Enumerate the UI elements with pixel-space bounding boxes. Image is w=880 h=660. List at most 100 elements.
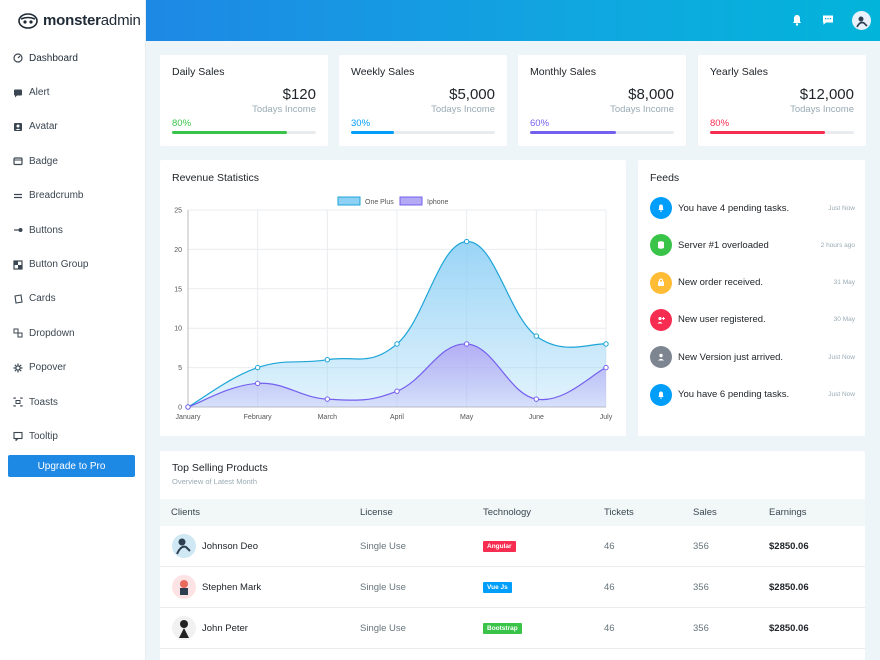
sidebar-item-alert[interactable]: Alert <box>0 75 145 109</box>
data-point <box>254 364 261 371</box>
y-tick-label: 10 <box>174 326 182 333</box>
feed-text: You have 6 pending tasks. <box>678 389 790 400</box>
sales-card-monthly-sales: Monthly Sales $8,000 Todays Income 60% <box>518 55 686 146</box>
legend-swatch <box>337 196 361 206</box>
breadcrumb-icon <box>13 191 23 201</box>
sidebar-item-dropdown[interactable]: Dropdown <box>0 316 145 350</box>
license: Single Use <box>360 541 406 552</box>
sidebar-item-label: Badge <box>29 155 58 167</box>
table-row[interactable]: John Peter Single Use Bootstrap 46 356 $… <box>160 608 865 649</box>
feed-item[interactable]: New order received. 31 May <box>650 271 855 294</box>
revenue-title: Revenue Statistics <box>172 172 259 184</box>
data-point <box>254 380 261 387</box>
logo-icon <box>18 12 38 29</box>
sidebar-item-dashboard[interactable]: Dashboard <box>0 41 145 75</box>
progress-fill <box>710 131 826 134</box>
products-subtitle: Overview of Latest Month <box>172 477 258 486</box>
sidebar-item-button-group[interactable]: Button Group <box>0 247 145 281</box>
data-point <box>394 341 400 347</box>
sidebar-item-label: Dropdown <box>29 327 75 339</box>
legend-label: One Plus <box>365 199 394 206</box>
sidebar-item-label: Buttons <box>29 224 63 236</box>
feed-item[interactable]: Server #1 overloaded 2 hours ago <box>650 234 855 257</box>
message-icon[interactable] <box>820 12 836 28</box>
client-name: Johnson Deo <box>202 541 258 552</box>
sidebar-item-avatar[interactable]: Avatar <box>0 110 145 144</box>
legend-label: Iphone <box>427 199 449 206</box>
table-header: Clients License Technology Tickets Sales Earn… <box>160 499 865 526</box>
alert-icon <box>13 88 23 98</box>
badge-icon <box>13 156 23 166</box>
feeds-title: Feeds <box>650 172 680 184</box>
sidebar-item-popover[interactable]: Popover <box>0 351 145 385</box>
sidebar-item-label: Breadcrumb <box>29 190 84 202</box>
sales-card-percent: 60% <box>530 118 550 129</box>
user-avatar[interactable] <box>852 11 871 30</box>
bell-icon[interactable] <box>789 12 805 28</box>
sidebar-item-badge[interactable]: Badge <box>0 144 145 178</box>
sales-card-percent: 80% <box>172 118 192 129</box>
products-title: Top Selling Products <box>172 462 268 474</box>
feed-item[interactable]: New Version just arrived. Just Now <box>650 346 855 369</box>
progress-bar <box>351 131 495 134</box>
progress-bar <box>530 131 674 134</box>
data-point <box>603 341 609 347</box>
technology-badge: Vue Js <box>483 582 512 593</box>
feed-time: 2 hours ago <box>820 241 855 249</box>
feed-item[interactable]: You have 6 pending tasks. Just Now <box>650 383 855 406</box>
toasts-icon <box>13 397 23 407</box>
progress-bar <box>172 131 316 134</box>
technology-badge: Bootstrap <box>483 623 522 634</box>
x-tick-label: April <box>390 414 404 421</box>
series-area-iphone <box>188 343 606 407</box>
sales-card-value: $8,000 <box>628 86 674 103</box>
sidebar-item-cards[interactable]: Cards <box>0 282 145 316</box>
gear-icon <box>13 363 23 373</box>
feed-text: You have 4 pending tasks. <box>678 202 790 214</box>
sales-card-subtitle: Todays Income <box>790 104 854 115</box>
feed-item[interactable]: New user registered. 30 May <box>650 308 855 331</box>
table-row[interactable]: Johnson Deo Single Use Angular 46 356 $2… <box>160 526 865 567</box>
sales: 356 <box>693 541 709 552</box>
y-tick-label: 25 <box>174 208 182 215</box>
progress-fill <box>172 131 288 134</box>
sales-card-percent: 80% <box>710 118 730 129</box>
sales-card-value: $12,000 <box>799 86 854 103</box>
sidebar-item-breadcrumb[interactable]: Breadcrumb <box>0 179 145 213</box>
client-name: Stephen Mark <box>202 582 262 593</box>
sidebar-item-tooltip[interactable]: Tooltip <box>0 419 145 453</box>
sales: 356 <box>693 582 709 593</box>
x-tick-label: March <box>318 414 338 421</box>
brand-logo[interactable]: monsteradmin <box>0 0 145 41</box>
progress-fill <box>351 131 395 134</box>
table-row[interactable]: Stephen Mark Single Use Vue Js 46 356 $2… <box>160 567 865 608</box>
sales-card-percent: 30% <box>351 118 371 129</box>
earnings: $2850.06 <box>769 582 809 593</box>
gauge-icon <box>13 53 23 63</box>
user-plus-icon <box>650 308 672 331</box>
data-point <box>533 333 540 339</box>
sidebar-item-buttons[interactable]: Buttons <box>0 213 145 247</box>
server-icon <box>650 234 672 257</box>
sales-card-value: $120 <box>282 86 316 103</box>
tickets: 46 <box>604 623 615 634</box>
data-point <box>463 238 470 245</box>
sidebar-item-label: Dashboard <box>29 52 78 64</box>
upgrade-button[interactable]: Upgrade to Pro <box>8 455 135 477</box>
user-icon <box>650 346 672 369</box>
client-avatar <box>172 575 196 599</box>
earnings: $2850.06 <box>769 623 809 634</box>
cart-icon <box>650 271 672 294</box>
feed-text: New user registered. <box>678 314 766 326</box>
feed-time: 31 May <box>833 279 855 287</box>
feed-item[interactable]: You have 4 pending tasks. Just Now <box>650 197 855 219</box>
column-header-earnings: Earnings <box>769 507 807 518</box>
progress-fill <box>530 131 617 134</box>
sales-card-daily-sales: Daily Sales $120 Todays Income 80% <box>160 55 328 146</box>
sales-card-title: Daily Sales <box>172 66 225 78</box>
sales-card-subtitle: Todays Income <box>610 104 674 115</box>
y-tick-label: 0 <box>178 405 182 412</box>
x-tick-label: January <box>176 414 201 421</box>
series-area-one-plus <box>188 241 606 407</box>
sidebar-item-toasts[interactable]: Toasts <box>0 385 145 419</box>
